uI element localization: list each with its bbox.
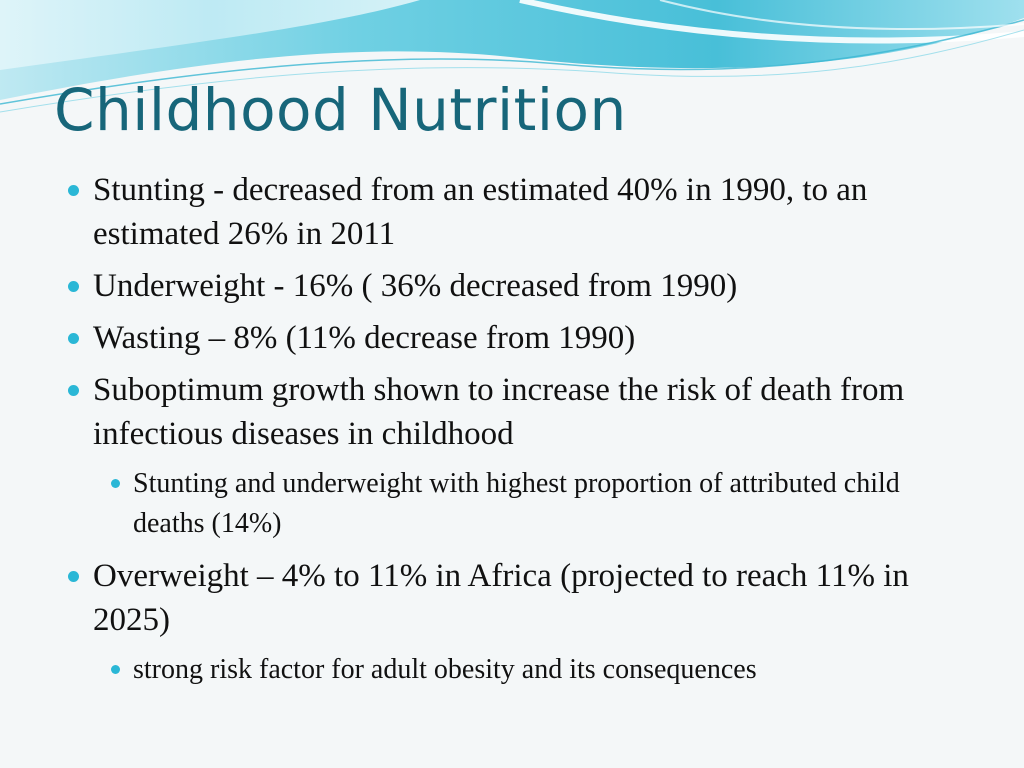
- sub-bullet-text: Stunting and underweight with highest pr…: [133, 468, 900, 539]
- bullet-item: Stunting - decreased from an estimated 4…: [64, 168, 964, 256]
- bullet-dot-icon: [68, 333, 79, 344]
- bullet-text: Suboptimum growth shown to increase the …: [93, 372, 905, 452]
- bullet-text: Wasting – 8% (11% decrease from 1990): [93, 320, 636, 356]
- bullet-item: Wasting – 8% (11% decrease from 1990): [64, 316, 964, 360]
- bullet-dot-icon: [68, 385, 79, 396]
- bullet-dot-icon: [68, 571, 79, 582]
- bullet-text: Underweight - 16% ( 36% decreased from 1…: [93, 268, 738, 304]
- sub-bullet-item: strong risk factor for adult obesity and…: [104, 650, 964, 690]
- sub-bullet-text: strong risk factor for adult obesity and…: [133, 654, 757, 685]
- wave-decoration: [0, 0, 1024, 113]
- bullet-item: Underweight - 16% ( 36% decreased from 1…: [64, 264, 964, 308]
- slide-title: Childhood Nutrition: [54, 76, 627, 144]
- sub-bullet-item: Stunting and underweight with highest pr…: [104, 464, 964, 544]
- bullet-list: Stunting - decreased from an estimated 4…: [64, 168, 964, 700]
- bullet-dot-icon: [68, 281, 79, 292]
- bullet-text: Stunting - decreased from an estimated 4…: [93, 172, 868, 252]
- bullet-item: Suboptimum growth shown to increase the …: [64, 368, 964, 456]
- bullet-dot-icon: [68, 185, 79, 196]
- bullet-item: Overweight – 4% to 11% in Africa (projec…: [64, 554, 964, 642]
- bullet-dot-icon: [111, 665, 120, 674]
- bullet-dot-icon: [111, 479, 120, 488]
- bullet-text: Overweight – 4% to 11% in Africa (projec…: [93, 558, 909, 638]
